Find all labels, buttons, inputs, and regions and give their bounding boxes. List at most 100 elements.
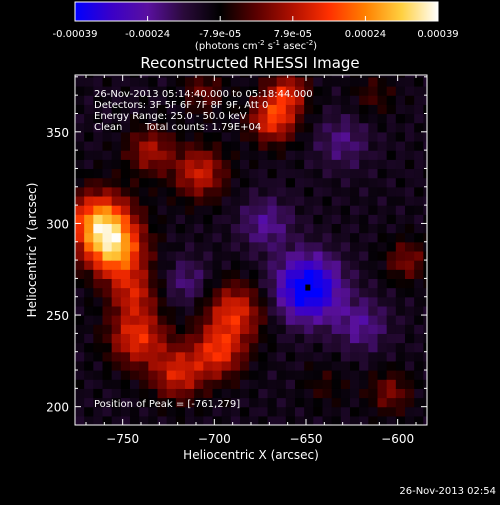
heatmap-cell	[166, 214, 177, 225]
heatmap-cell	[313, 351, 324, 362]
heatmap-cell	[130, 205, 140, 215]
heatmap-cell	[75, 360, 85, 371]
heatmap-cell	[331, 250, 342, 261]
heatmap-cell	[212, 296, 223, 307]
heatmap-cell	[221, 205, 232, 215]
heatmap-cell	[414, 351, 424, 362]
heatmap-cell	[230, 305, 241, 316]
heatmap-cell	[395, 214, 406, 225]
heatmap-cell	[386, 360, 397, 371]
heatmap-cell	[304, 250, 314, 261]
heatmap-cell	[405, 232, 415, 243]
heatmap-cell	[267, 296, 278, 307]
heatmap-cell	[359, 159, 369, 170]
heatmap-cell	[93, 168, 104, 179]
heatmap-cell	[331, 342, 342, 353]
heatmap-cell	[377, 287, 388, 298]
heatmap-cell	[322, 388, 333, 399]
heatmap-cell	[395, 205, 406, 215]
heatmap-cell	[423, 186, 427, 197]
heatmap-cell	[405, 278, 415, 289]
heatmap-cell	[157, 232, 168, 243]
heatmap-cell	[414, 140, 424, 151]
heatmap-cell	[102, 159, 113, 170]
heatmap-cell	[350, 379, 360, 389]
heatmap-cell	[285, 269, 296, 279]
heatmap-cell	[111, 159, 122, 170]
heatmap-cell	[377, 278, 388, 289]
heatmap-cell	[276, 195, 287, 206]
heatmap-cell	[120, 75, 131, 78]
heatmap-cell	[166, 76, 177, 87]
heatmap-cell	[267, 278, 278, 289]
heatmap-cell	[331, 351, 342, 362]
heatmap-cell	[212, 397, 223, 408]
heatmap-cell	[249, 140, 259, 151]
heatmap-cell	[157, 104, 168, 115]
heatmap-cell	[267, 333, 278, 344]
heatmap-cell	[203, 140, 214, 151]
heatmap-cell	[350, 214, 360, 225]
heatmap-cell	[230, 342, 241, 353]
heatmap-cell	[157, 85, 168, 96]
heatmap-cell	[221, 177, 232, 188]
heatmap-cell	[350, 140, 360, 151]
heatmap-cell	[249, 406, 259, 417]
heatmap-cell	[93, 85, 104, 96]
heatmap-cell	[130, 287, 140, 298]
heatmap-cell	[139, 370, 149, 380]
heatmap-cell	[185, 415, 195, 425]
heatmap-cell	[295, 397, 305, 408]
heatmap-cell	[258, 406, 269, 417]
heatmap-cell	[240, 315, 250, 325]
heatmap-cell	[139, 223, 149, 234]
heatmap-cell	[304, 104, 314, 115]
heatmap-cell	[75, 260, 85, 270]
heatmap-cell	[395, 379, 406, 389]
heatmap-cell	[157, 305, 168, 316]
heatmap-cell	[84, 75, 94, 78]
heatmap-cell	[322, 324, 333, 334]
heatmap-cell	[340, 95, 351, 105]
heatmap-cell	[84, 287, 94, 298]
heatmap-cell	[395, 75, 406, 78]
heatmap-cell	[350, 397, 360, 408]
heatmap-cell	[111, 342, 122, 353]
heatmap-cell	[148, 415, 159, 425]
heatmap-cell	[368, 379, 379, 389]
heatmap-cell	[285, 223, 296, 234]
heatmap-cell	[194, 75, 204, 78]
heatmap-cell	[386, 296, 397, 307]
heatmap-cell	[120, 131, 131, 142]
heatmap-cell	[276, 269, 287, 279]
heatmap-cell	[322, 305, 333, 316]
heatmap-cell	[304, 415, 314, 425]
heatmap-cell	[230, 406, 241, 417]
heatmap-cell	[304, 205, 314, 215]
heatmap-cell	[350, 241, 360, 252]
heatmap-cell	[130, 95, 140, 105]
heatmap-cell	[249, 315, 259, 325]
heatmap-cell	[267, 324, 278, 334]
heatmap-cell	[75, 287, 85, 298]
heatmap-cell	[405, 315, 415, 325]
heatmap-cell	[267, 388, 278, 399]
heatmap-cell	[285, 250, 296, 261]
heatmap-cell	[249, 75, 259, 78]
heatmap-cell	[295, 214, 305, 225]
heatmap-cell	[221, 122, 232, 133]
heatmap-cell	[194, 104, 204, 115]
heatmap-cell	[102, 140, 113, 151]
heatmap-cell	[230, 333, 241, 344]
heatmap-cell	[386, 241, 397, 252]
heatmap-cell	[93, 397, 104, 408]
heatmap-cell	[368, 360, 379, 371]
heatmap-cell	[267, 186, 278, 197]
heatmap-cell	[249, 131, 259, 142]
heatmap-cell	[340, 85, 351, 96]
heatmap-cell	[203, 360, 214, 371]
heatmap-cell	[175, 85, 186, 96]
heatmap-cell	[157, 351, 168, 362]
heatmap-cell	[249, 278, 259, 289]
heatmap-cell	[157, 370, 168, 380]
